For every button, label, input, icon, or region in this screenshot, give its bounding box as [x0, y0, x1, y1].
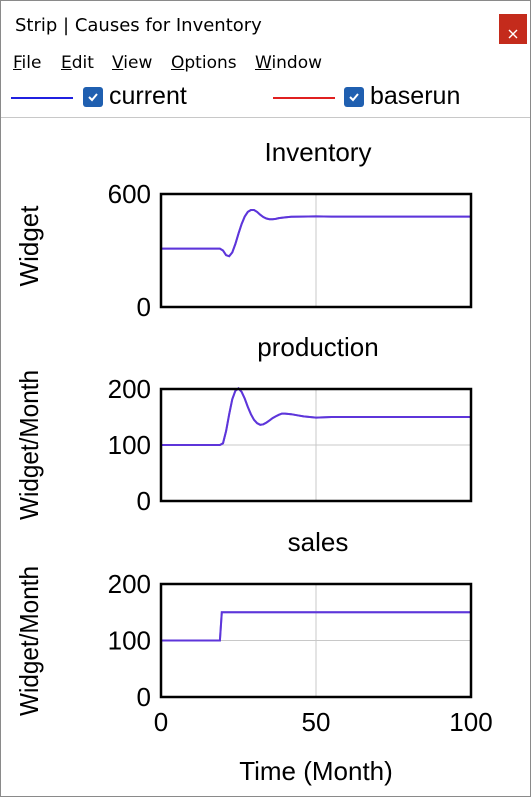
menu-window[interactable]: Window [255, 53, 323, 73]
plot-frame [159, 192, 473, 309]
check-icon [88, 93, 98, 102]
x-tick-label: 0 [154, 707, 168, 737]
y-tick-label: 0 [137, 682, 151, 712]
x-tick-label: 50 [302, 707, 331, 737]
close-button[interactable] [499, 14, 527, 44]
menu-edit[interactable]: Edit [61, 53, 94, 73]
legend-bar: current baserun [1, 81, 530, 118]
chart-title: Inventory [265, 137, 372, 167]
close-icon [508, 29, 518, 38]
checkbox-baserun[interactable] [344, 87, 364, 107]
y-tick-label: 100 [108, 430, 151, 460]
series-line-baserun [161, 387, 471, 446]
menu-view[interactable]: View [112, 53, 153, 73]
series-line-baserun [161, 611, 471, 642]
check-icon [349, 93, 359, 102]
menu-file[interactable]: File [13, 53, 42, 73]
menu-bar: File Edit View Options Window [1, 49, 530, 77]
chart-title: sales [288, 527, 349, 557]
y-tick-label: 200 [108, 374, 151, 404]
y-axis-label: Widget/Month [14, 370, 44, 520]
y-axis-label: Widget/Month [14, 566, 44, 716]
legend-label-baserun: baserun [370, 82, 461, 110]
strip-charts: Inventory 600 0 Widget production 200 100 0 Widg… [14, 137, 493, 786]
menu-options[interactable]: Options [171, 53, 237, 73]
title-bar[interactable]: Strip | Causes for Inventory [1, 1, 530, 49]
plot-frame [159, 582, 473, 699]
y-tick-label: 100 [108, 626, 151, 656]
x-axis-label: Time (Month) [239, 756, 393, 786]
legend-line-baserun [273, 97, 335, 99]
chart-title: production [257, 332, 378, 362]
y-tick-label: 0 [137, 486, 151, 516]
y-tick-label: 0 [137, 292, 151, 322]
legend-line-current [11, 97, 73, 99]
y-tick-label: 200 [108, 569, 151, 599]
y-tick-label: 600 [108, 179, 151, 209]
series-line-baserun [161, 209, 471, 258]
legend-label-current: current [109, 82, 187, 110]
y-axis-label: Widget [14, 205, 44, 287]
plot-area: Inventory 600 0 Widget production 200 100 0 Widg… [1, 118, 530, 796]
checkbox-current[interactable] [83, 87, 103, 107]
plot-frame [159, 387, 473, 503]
window-title: Strip | Causes for Inventory [15, 15, 262, 36]
x-tick-label: 100 [449, 707, 492, 737]
